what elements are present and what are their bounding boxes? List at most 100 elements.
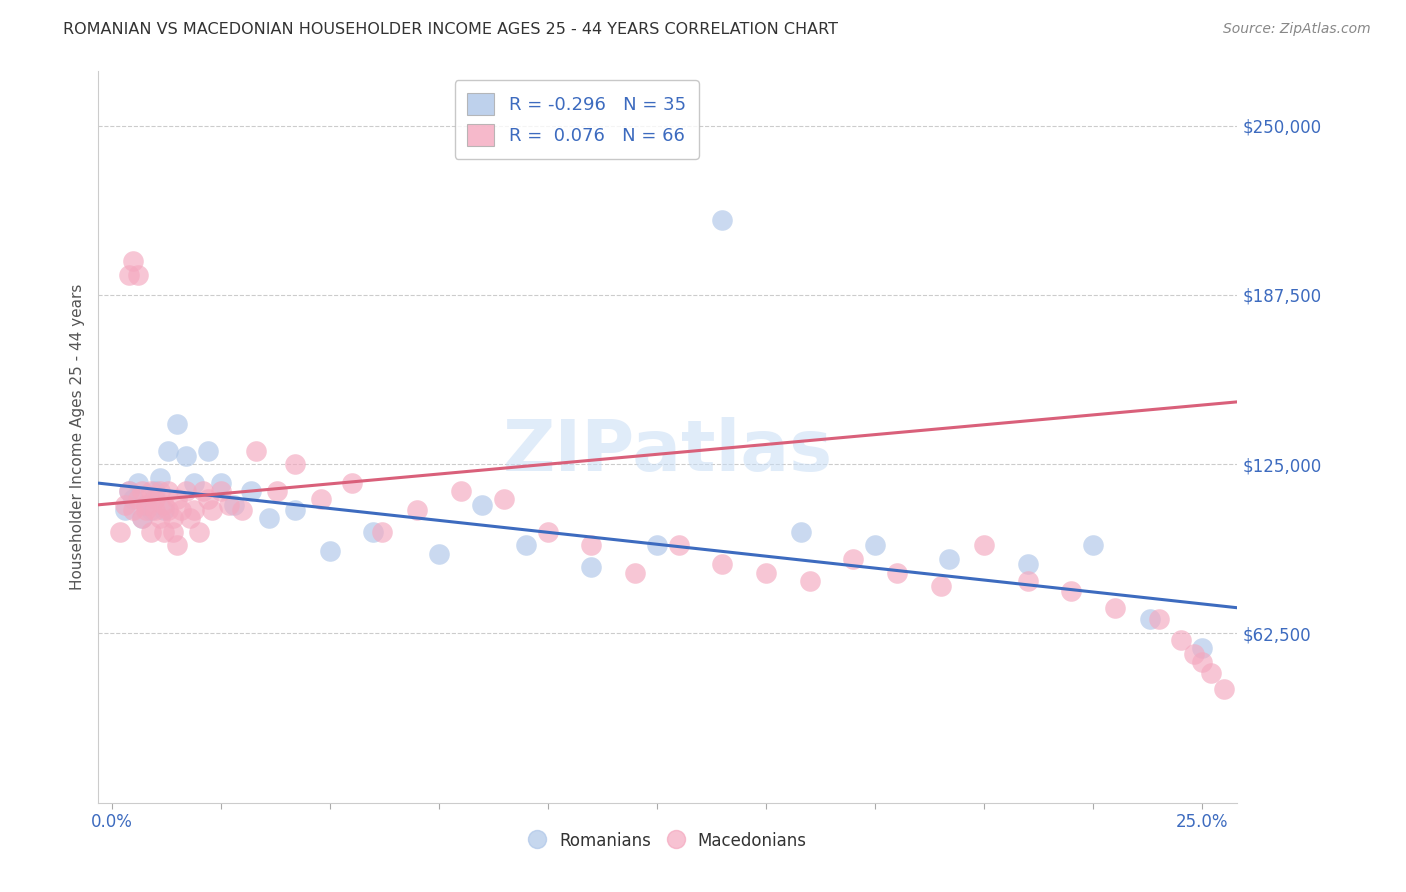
- Point: [201, 503, 224, 517]
- Point: [179, 511, 201, 525]
- Point: [581, 538, 603, 552]
- Point: [166, 492, 188, 507]
- Point: [174, 484, 197, 499]
- Point: [157, 443, 180, 458]
- Point: [1191, 641, 1213, 656]
- Point: [222, 498, 245, 512]
- Point: [148, 511, 170, 525]
- Point: [153, 503, 176, 517]
- Point: [515, 538, 537, 552]
- Point: [1191, 655, 1213, 669]
- Point: [139, 524, 162, 539]
- Point: [711, 213, 734, 227]
- Point: [110, 524, 132, 539]
- Point: [284, 457, 307, 471]
- Point: [135, 503, 157, 517]
- Point: [122, 492, 145, 507]
- Point: [135, 498, 157, 512]
- Point: [122, 254, 145, 268]
- Point: [1017, 574, 1039, 588]
- Point: [153, 498, 176, 512]
- Point: [284, 503, 307, 517]
- Point: [143, 484, 166, 499]
- Point: [209, 476, 232, 491]
- Point: [191, 484, 214, 499]
- Point: [118, 484, 141, 499]
- Point: [929, 579, 952, 593]
- Point: [139, 484, 162, 499]
- Point: [118, 268, 141, 282]
- Point: [139, 503, 162, 517]
- Point: [1104, 600, 1126, 615]
- Point: [257, 511, 280, 525]
- Point: [973, 538, 995, 552]
- Point: [309, 492, 332, 507]
- Point: [799, 574, 821, 588]
- Point: [1213, 681, 1236, 696]
- Point: [157, 484, 180, 499]
- Point: [842, 552, 865, 566]
- Point: [127, 268, 149, 282]
- Point: [471, 498, 494, 512]
- Point: [1060, 584, 1083, 599]
- Point: [266, 484, 288, 499]
- Point: [162, 524, 184, 539]
- Point: [148, 471, 170, 485]
- Point: [218, 498, 240, 512]
- Point: [1199, 665, 1222, 680]
- Point: [371, 524, 394, 539]
- Point: [166, 417, 188, 431]
- Point: [162, 511, 184, 525]
- Point: [340, 476, 363, 491]
- Point: [1147, 611, 1170, 625]
- Point: [183, 476, 205, 491]
- Point: [114, 503, 136, 517]
- Point: [197, 443, 219, 458]
- Point: [427, 547, 450, 561]
- Point: [711, 558, 734, 572]
- Point: [645, 538, 668, 552]
- Point: [174, 449, 197, 463]
- Point: [1182, 647, 1205, 661]
- Text: Source: ZipAtlas.com: Source: ZipAtlas.com: [1223, 22, 1371, 37]
- Point: [143, 503, 166, 517]
- Point: [363, 524, 385, 539]
- Point: [127, 492, 149, 507]
- Y-axis label: Householder Income Ages 25 - 44 years: Householder Income Ages 25 - 44 years: [69, 284, 84, 591]
- Point: [209, 484, 232, 499]
- Point: [494, 492, 516, 507]
- Point: [406, 503, 429, 517]
- Point: [240, 484, 263, 499]
- Point: [143, 492, 166, 507]
- Point: [118, 484, 141, 499]
- Point: [668, 538, 690, 552]
- Point: [153, 524, 176, 539]
- Point: [1083, 538, 1105, 552]
- Point: [170, 503, 193, 517]
- Point: [886, 566, 908, 580]
- Text: ROMANIAN VS MACEDONIAN HOUSEHOLDER INCOME AGES 25 - 44 YEARS CORRELATION CHART: ROMANIAN VS MACEDONIAN HOUSEHOLDER INCOM…: [63, 22, 838, 37]
- Point: [1017, 558, 1039, 572]
- Point: [148, 484, 170, 499]
- Point: [863, 538, 886, 552]
- Point: [135, 498, 157, 512]
- Point: [131, 511, 153, 525]
- Point: [231, 503, 253, 517]
- Point: [938, 552, 960, 566]
- Point: [131, 511, 153, 525]
- Point: [114, 498, 136, 512]
- Legend: Romanians, Macedonians: Romanians, Macedonians: [523, 825, 813, 856]
- Point: [197, 492, 219, 507]
- Point: [187, 524, 209, 539]
- Point: [450, 484, 472, 499]
- Point: [122, 503, 145, 517]
- Point: [790, 524, 813, 539]
- Point: [131, 484, 153, 499]
- Point: [624, 566, 647, 580]
- Text: ZIPatlas: ZIPatlas: [503, 417, 832, 486]
- Point: [1139, 611, 1161, 625]
- Point: [581, 560, 603, 574]
- Point: [166, 538, 188, 552]
- Point: [157, 503, 180, 517]
- Point: [1170, 633, 1192, 648]
